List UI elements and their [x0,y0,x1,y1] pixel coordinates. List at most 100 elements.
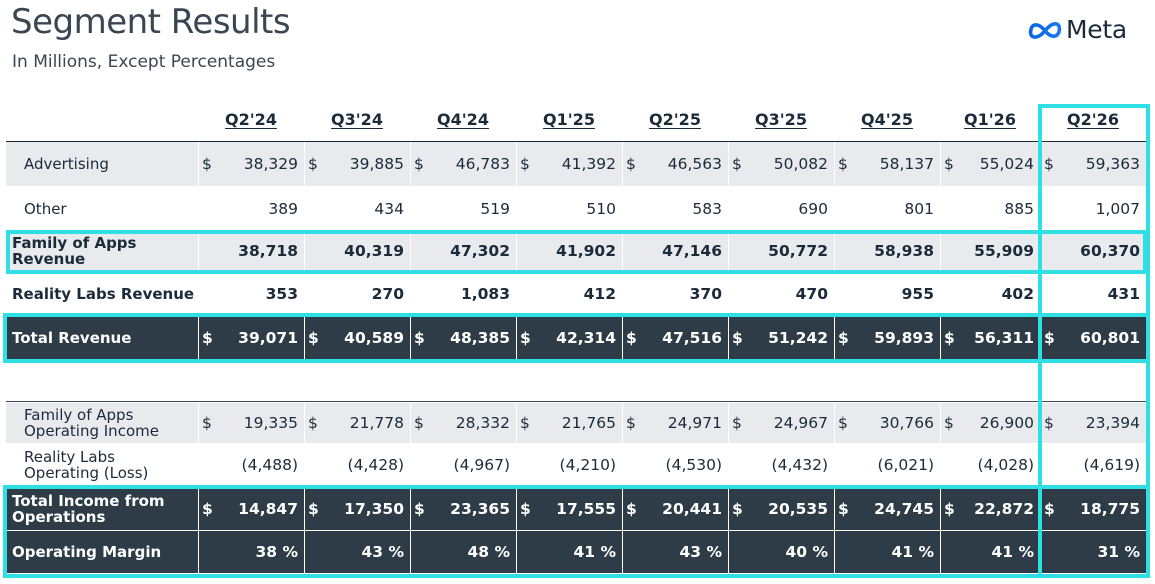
table-cell: 60,370 [1040,230,1146,272]
cell-value: 47,516 [662,328,722,347]
table-cell: $14,847 [198,488,304,530]
row-label: Total Revenue [12,328,132,347]
table-cell: $59,363 [1040,142,1146,186]
table-cell: 370 [622,273,728,315]
table-row: Family of Apps Operating Income $19,335 $2… [6,403,1146,443]
currency-symbol: $ [626,414,636,432]
cell-value: 59,893 [874,328,934,347]
table-cell: $51,242 [728,316,834,359]
table-cell: 519 [410,187,516,230]
table-cell: $39,885 [304,142,410,186]
currency-symbol: $ [308,155,318,173]
cell-value: 17,350 [344,500,404,518]
currency-symbol: $ [414,500,425,518]
cell-value: 801 [904,199,934,218]
table-cell: $28,332 [410,403,516,443]
table-cell: 47,302 [410,230,516,272]
currency-symbol: $ [1044,414,1054,432]
table-cell: $60,801 [1040,316,1146,359]
cell-value: 24,967 [773,414,828,432]
cell-value: 41 % [891,543,935,561]
table-cell: (4,967) [410,444,516,486]
cell-value: 690 [798,199,828,218]
table-cell: 43 % [622,531,728,573]
table-cell: $23,394 [1040,403,1146,443]
table-cell: 40,319 [304,230,410,272]
currency-symbol: $ [414,328,425,347]
cell-value: 17,555 [556,500,616,518]
table-cell: $41,392 [516,142,622,186]
table-cell: $21,765 [516,403,622,443]
cell-value: 23,394 [1085,414,1140,432]
table-cell: 955 [834,273,940,315]
row-label: Other [24,199,67,218]
cell-value: 389 [268,199,298,218]
table-cell: 1,083 [410,273,516,315]
table-cell: 55,909 [940,230,1040,272]
cell-value: 46,563 [667,155,722,173]
currency-symbol: $ [520,155,530,173]
meta-logo: Meta [1027,12,1142,46]
currency-symbol: $ [414,414,424,432]
logo-wordmark: Meta [1066,14,1127,44]
table-cell: $47,516 [622,316,728,359]
column-header: Q2'24 [225,110,277,129]
currency-symbol: $ [308,328,319,347]
currency-symbol: $ [520,500,531,518]
currency-symbol: $ [626,500,637,518]
table-cell: $38,329 [198,142,304,186]
table-cell: 801 [834,187,940,230]
cell-value: 31 % [1097,543,1141,561]
cell-value: 434 [374,199,404,218]
table-cell: 389 [198,187,304,230]
currency-symbol: $ [838,155,848,173]
cell-value: 56,311 [974,328,1034,347]
cell-value: (4,530) [665,456,722,474]
currency-symbol: $ [1044,500,1055,518]
cell-value: 28,332 [455,414,510,432]
currency-symbol: $ [1044,155,1054,173]
currency-symbol: $ [944,155,954,173]
table-cell: 41 % [940,531,1040,573]
column-header: Q1'25 [543,110,595,129]
currency-symbol: $ [732,414,742,432]
table-row: Total Income from Operations $14,847 $17,3… [6,488,1146,530]
cell-value: (4,210) [559,456,616,474]
cell-value: 19,335 [243,414,298,432]
cell-value: 1,083 [460,285,510,303]
table-cell: $30,766 [834,403,940,443]
cell-value: 47,146 [662,242,722,260]
table-cell: $39,071 [198,316,304,359]
table-cell: 434 [304,187,410,230]
currency-symbol: $ [944,500,955,518]
cell-value: 24,745 [874,500,934,518]
cell-value: (4,619) [1083,456,1140,474]
table-row: Advertising $38,329 $39,885 $46,783 $41,392 $… [6,142,1146,186]
cell-value: 41,902 [556,242,616,260]
currency-symbol: $ [202,414,212,432]
row-label: Family of Apps Revenue [12,234,137,268]
cell-value: 38,329 [243,155,298,173]
cell-value: 20,441 [662,500,722,518]
table-cell: $46,563 [622,142,728,186]
cell-value: 40,319 [344,242,404,260]
table-cell: 1,007 [1040,187,1146,230]
table-cell: 583 [622,187,728,230]
cell-value: 41 % [991,543,1035,561]
table-cell: 38,718 [198,230,304,272]
table-cell: (4,028) [940,444,1040,486]
cell-value: 270 [371,285,404,303]
table-cell: 402 [940,273,1040,315]
section-rule [6,401,1146,402]
cell-value: 21,778 [349,414,404,432]
currency-symbol: $ [308,500,319,518]
cell-value: (4,432) [771,456,828,474]
column-header: Q4'24 [437,110,489,129]
cell-value: 40,589 [344,328,404,347]
row-label: Total Income from Operations [12,492,165,526]
cell-value: 48 % [467,543,511,561]
cell-value: 519 [480,199,510,218]
table-cell: 38 % [198,531,304,573]
currency-symbol: $ [308,414,318,432]
table-cell: 470 [728,273,834,315]
